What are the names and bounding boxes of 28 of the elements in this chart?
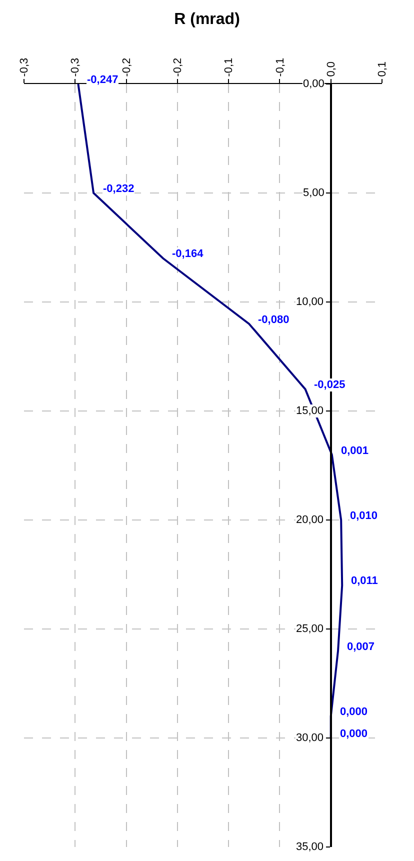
y-tick-label: 0,00 [303,78,324,90]
data-label: -0,247 [87,74,118,86]
chart-title: R (mrad) [174,11,240,28]
x-tick-label: -0,3 [18,58,31,77]
x-tick-label: 0,1 [376,62,389,77]
x-tick-label: -0,1 [274,58,286,77]
data-label: 0,007 [347,641,375,653]
data-label: -0,080 [258,314,290,326]
y-tick-label: 15,00 [296,405,324,417]
data-label: -0,025 [314,379,346,391]
y-tick-label: 5,00 [303,187,324,199]
data-label: 0,000 [340,728,368,740]
data-label: 0,010 [350,510,378,522]
data-label: 0,011 [351,575,378,587]
data-label: 0,001 [341,445,369,457]
y-tick-label: 30,00 [296,732,324,744]
x-tick-label: -0,1 [223,58,236,77]
x-tick-label: -0,3 [70,58,82,77]
data-label: -0,232 [103,183,134,195]
data-label: -0,164 [172,248,204,260]
y-tick-label: 10,00 [296,296,324,308]
x-tick-label: -0,2 [172,58,184,77]
y-tick-label: 20,00 [296,514,324,526]
x-tick-label: 0,0 [325,62,338,77]
y-tick-label: 25,00 [296,623,324,635]
y-tick-label: 35,00 [296,841,324,853]
data-label: 0,000 [340,706,368,718]
x-tick-label: -0,2 [120,58,133,77]
